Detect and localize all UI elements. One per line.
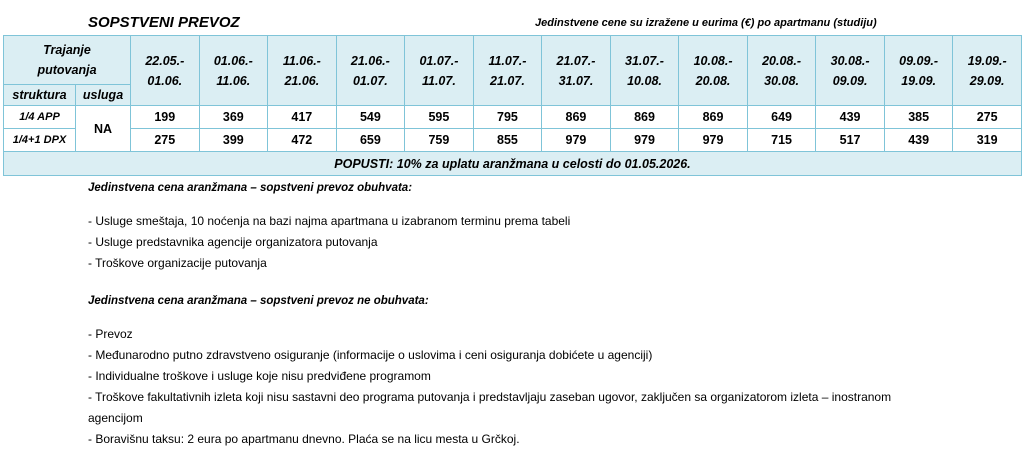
section-heading: Jedinstvena cena aranžmana – sopstveni p… (88, 182, 413, 194)
price: 417 (267, 105, 337, 129)
price: 319 (952, 128, 1022, 152)
text-line: 30.08. (764, 73, 799, 88)
price-note: Jedinstvene cene su izražene u eurima (€… (535, 17, 877, 29)
structure: 1/4+1 DPX (3, 128, 76, 152)
text-line: 01.06. (147, 73, 183, 88)
price: 869 (609, 105, 680, 129)
period-header: 21.06.- 01.07. (335, 35, 406, 106)
list-item: - Individualne troškove i usluge koje ni… (88, 369, 431, 383)
price: 715 (746, 128, 817, 152)
data-row: 1/4 APP NA 199 369 417 549 595 795 869 869 869 649 4… (3, 105, 1022, 152)
text-line: 21.06.- (350, 53, 390, 68)
list-item: - Troškove fakultativnih izleta koji nis… (88, 390, 892, 425)
period-header: 11.06.- 21.06. (267, 35, 337, 106)
price: 979 (678, 128, 748, 152)
period-header: 11.07.- 21.07. (472, 35, 543, 106)
header-row: Trajanje putovanja 22.05.- 01.06. 01.06.- 11.… (2, 35, 1022, 106)
period-header: 21.07.- 31.07. (541, 35, 611, 106)
period-header: 31.07.- 10.08. (609, 35, 680, 106)
text-line: 22.05.- (145, 53, 185, 68)
text-line: 21.07. (490, 73, 525, 88)
period-header: 10.08.- 20.08. (678, 35, 748, 106)
service: NA (74, 105, 132, 152)
text-line: 21.06. (284, 73, 320, 88)
text-line: 01.07. (352, 73, 388, 88)
price: 869 (678, 105, 748, 129)
text-line: 19.09. (901, 73, 936, 88)
text-line: 09.09. (832, 73, 868, 88)
price: 659 (335, 128, 406, 152)
service-header: usluga (74, 84, 132, 106)
price: 979 (541, 128, 611, 152)
text-line: putovanja (37, 63, 97, 77)
text-line: 31.07. (558, 73, 594, 88)
price: 439 (815, 105, 885, 129)
text-line: 20.08.- (762, 53, 802, 68)
text-line: Trajanje (43, 43, 91, 57)
text-line: 10.08.- (693, 53, 733, 68)
price: 649 (746, 105, 817, 129)
text-line: 01.07.- (419, 53, 459, 68)
price: 979 (609, 128, 680, 152)
text-line: 29.09. (969, 73, 1005, 88)
price: 869 (541, 105, 611, 129)
price: 385 (883, 105, 954, 129)
price: 517 (815, 128, 885, 152)
text-line: 30.08.- (830, 53, 870, 68)
period-header: 19.09.- 29.09. (952, 35, 1022, 106)
text-line: 11.06. (216, 73, 251, 88)
title: SOPSTVENI PREVOZ (88, 14, 240, 31)
price: 199 (130, 105, 200, 129)
text-line: 11.06.- (282, 53, 321, 68)
price: 549 (335, 105, 406, 129)
period-header: 01.07.- 11.07. (404, 35, 474, 106)
section-heading: Jedinstvena cena aranžmana – sopstveni p… (88, 295, 429, 307)
list-item: - Prevoz (88, 327, 133, 341)
price: 275 (130, 128, 200, 152)
text-line: 01.06.- (213, 53, 253, 68)
period-header: 20.08.- 30.08. (746, 35, 817, 106)
text-line: 11.07. (421, 73, 456, 88)
structure: 1/4 APP (3, 105, 76, 129)
text-line: 09.09.- (899, 53, 939, 68)
price: 399 (198, 128, 269, 152)
discount-row: POPUSTI: 10% za uplatu aranžmana u celos… (3, 151, 1022, 176)
list-item: - Boravišnu taksu: 2 eura po apartmanu d… (88, 432, 520, 446)
price-table: Trajanje putovanja 22.05.- 01.06. 01.06.- 11.… (2, 35, 1022, 176)
price: 439 (883, 128, 954, 152)
header-row: struktura usluga (3, 84, 1022, 106)
price: 275 (952, 105, 1022, 129)
text-line: 19.09.- (967, 53, 1007, 68)
text-line: 21.07.- (556, 53, 596, 68)
period-header: 30.08.- 09.09. (815, 35, 885, 106)
text-line: 11.07.- (488, 53, 527, 68)
list-item: - Usluge predstavnika agencije organizat… (88, 235, 378, 249)
list-item: - Usluge smeštaja, 10 noćenja na bazi na… (88, 214, 571, 228)
structure-header: struktura (3, 84, 76, 106)
data-row: 1/4+1 DPX 275 399 472 659 759 855 979 979 979 715 5… (3, 128, 1022, 152)
text-line: 20.08. (695, 73, 731, 88)
text-line: 31.07.- (625, 53, 664, 68)
period-header: 01.06.- 11.06. (198, 35, 269, 106)
period-header: 22.05.- 01.06. (130, 35, 200, 106)
price: 759 (404, 128, 474, 152)
includes: Jedinstvena cena aranžmana – sopstveni p… (88, 178, 928, 274)
price: 795 (472, 105, 543, 129)
duration-header: Trajanje putovanja (2, 35, 132, 85)
discount: POPUSTI: 10% za uplatu aranžmana u celos… (3, 151, 1022, 176)
price: 369 (198, 105, 269, 129)
period-header: 09.09.- 19.09. (883, 35, 954, 106)
list-item: - Troškove organizacije putovanja (88, 256, 267, 270)
price: 595 (404, 105, 474, 129)
excludes: Jedinstvena cena aranžmana – sopstveni p… (88, 291, 928, 450)
list-item: - Međunarodno putno zdravstveno osiguran… (88, 348, 653, 362)
text-line: 10.08. (627, 73, 662, 88)
price: 472 (267, 128, 337, 152)
price: 855 (472, 128, 543, 152)
